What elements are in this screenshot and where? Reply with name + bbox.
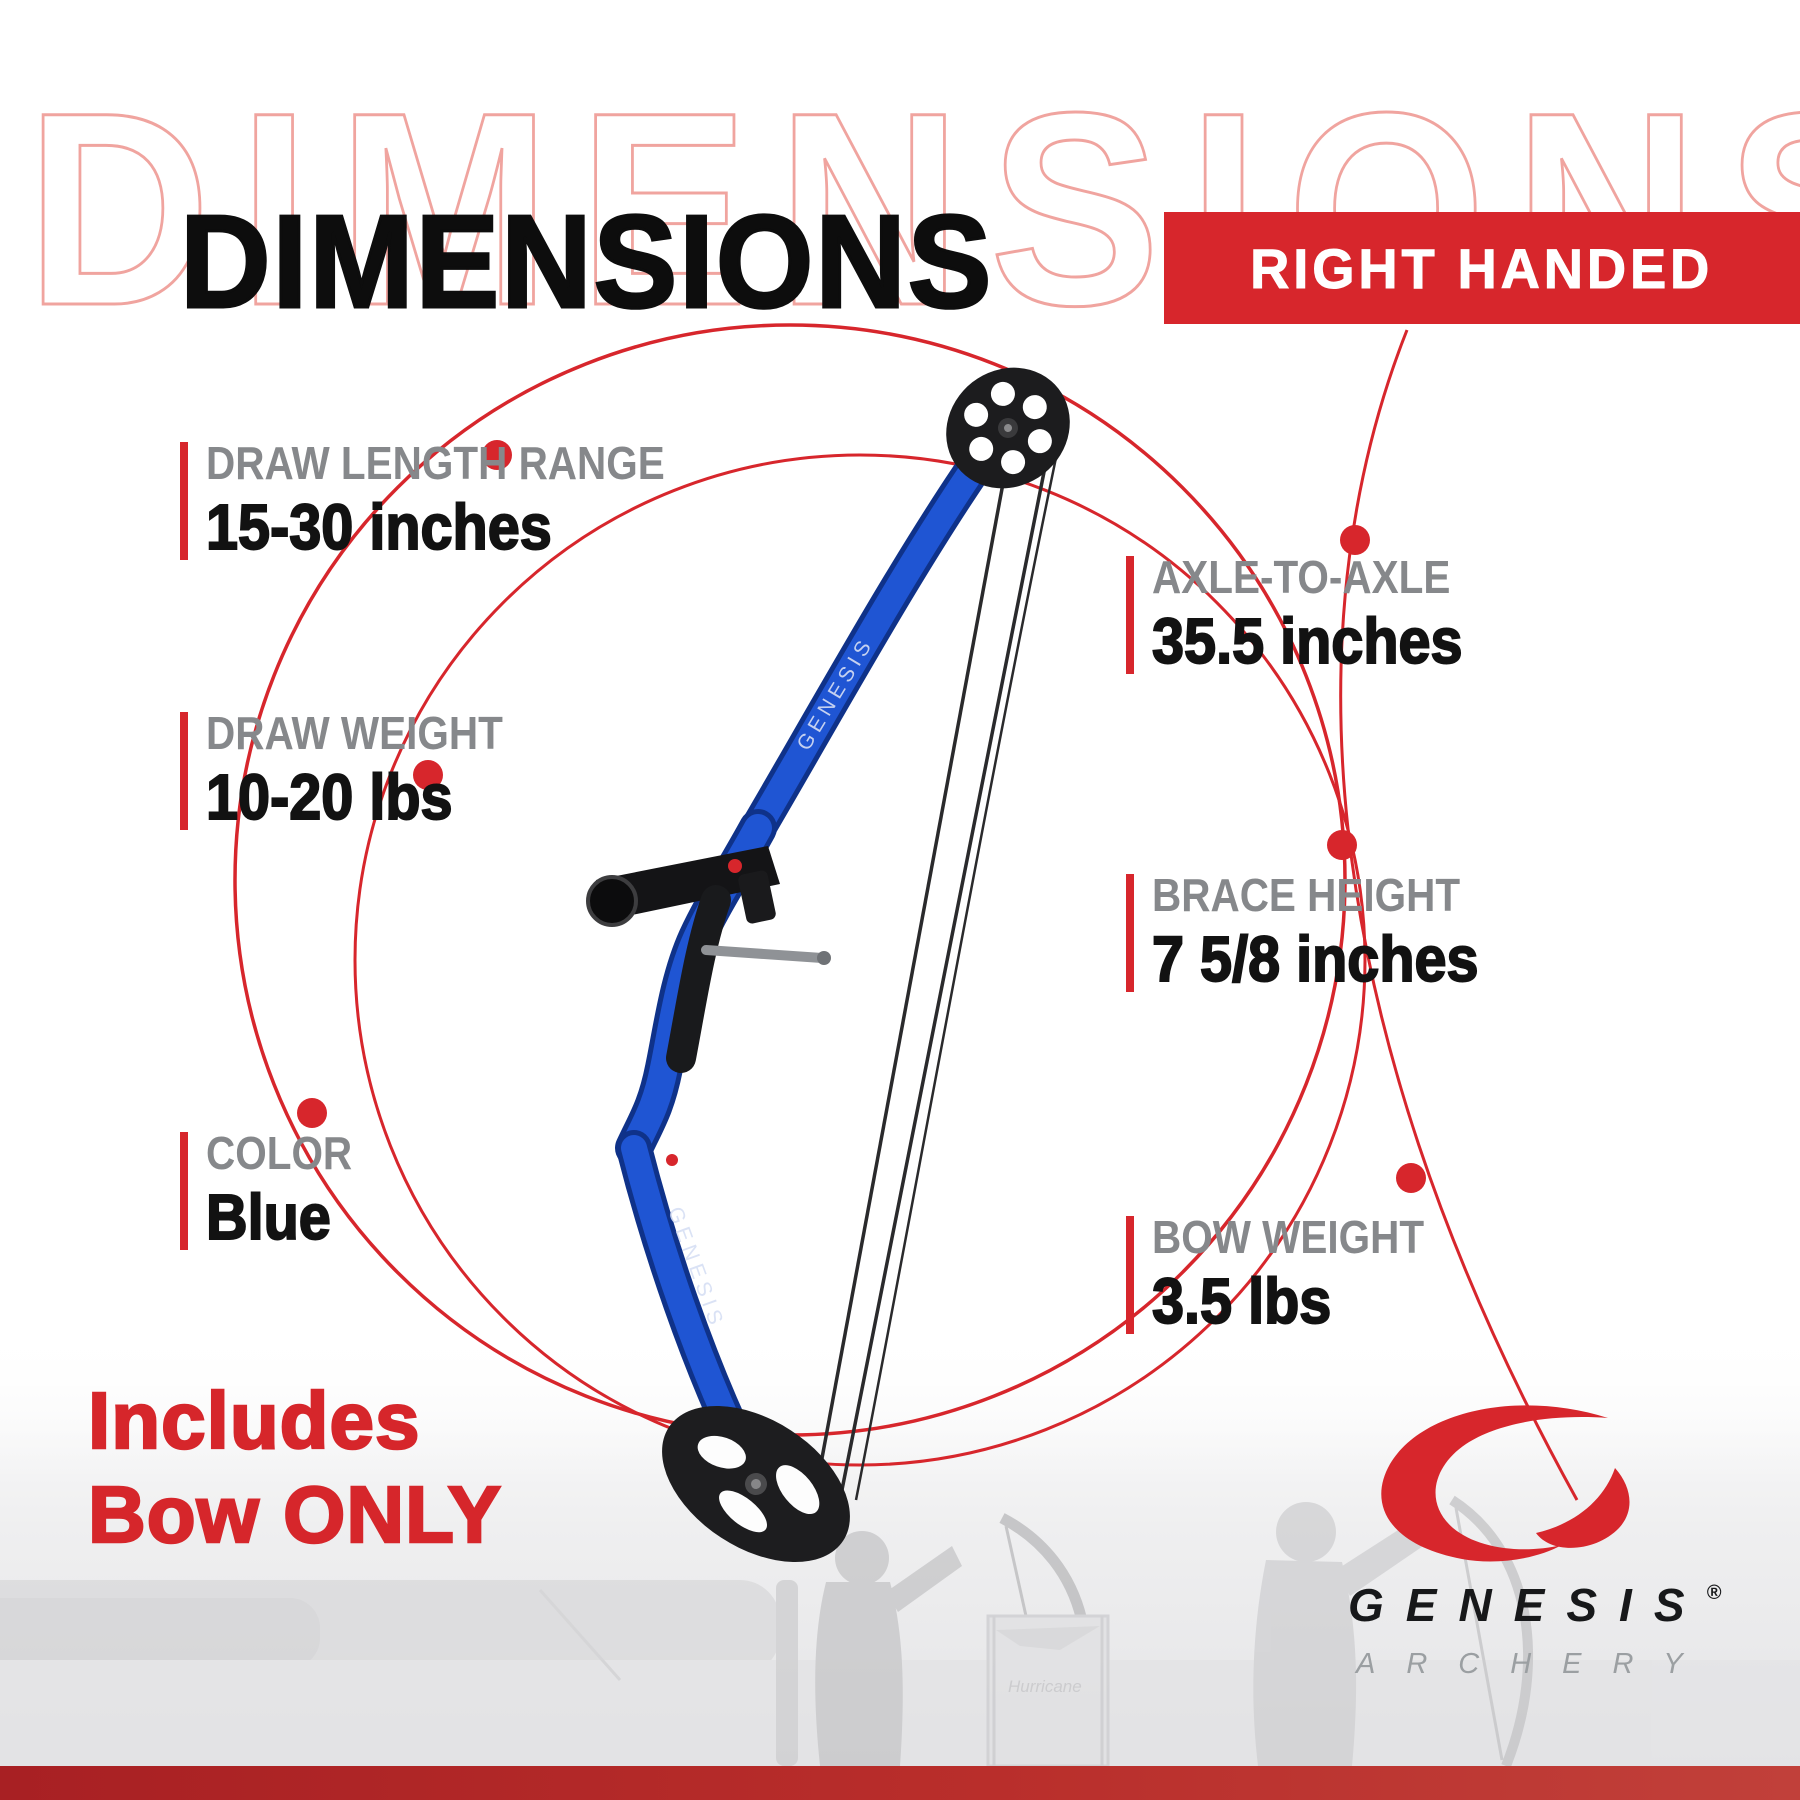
grip: [666, 885, 731, 1073]
spec-value: Blue: [205, 1181, 332, 1254]
genesis-g-icon: [1381, 1405, 1630, 1562]
treeline-dark: [0, 1598, 320, 1668]
bottom-red-band: [0, 1766, 1800, 1800]
brand-name: GENESIS®: [1348, 1579, 1722, 1631]
spec-dot-brace: [1327, 830, 1357, 860]
spec-accent-bar: [180, 1132, 188, 1250]
background-photo-art: Hurricane: [0, 1495, 1800, 1766]
spec-value: 15-30 inches: [205, 491, 553, 564]
spec-dot-color: [297, 1098, 327, 1128]
includes-note: Includes Bow ONLY: [87, 1374, 502, 1563]
spec-label: DRAW LENGTH RANGE: [206, 437, 665, 489]
upper-limb-shadow: [740, 424, 1010, 846]
rod-tip: [817, 951, 831, 965]
spec-dot-bow-weight: [1396, 1163, 1426, 1193]
handedness-badge: RIGHT HANDED: [1164, 212, 1800, 324]
arrow-rest: [586, 846, 780, 927]
riser: [620, 814, 772, 1162]
brand-division: ARCHERY: [1356, 1648, 1714, 1680]
spec-accent-bar: [180, 442, 188, 560]
upper-limb-text: GENESIS: [793, 633, 879, 755]
spec-accent-bar: [1126, 874, 1134, 992]
spec-label: BRACE HEIGHT: [1152, 869, 1461, 921]
spec-label: DRAW WEIGHT: [206, 707, 503, 759]
top-cam: [946, 367, 1070, 489]
target-bag: Hurricane: [986, 1614, 1110, 1766]
spec-value: 3.5 lbs: [1151, 1265, 1332, 1338]
spec-accent-bar: [1126, 1216, 1134, 1334]
arrow-rod: [701, 945, 827, 963]
spec-label: COLOR: [206, 1127, 353, 1179]
includes-note-line2: Bow ONLY: [87, 1469, 502, 1561]
page-title: DIMENSIONS: [179, 188, 994, 335]
spec-value: 10-20 lbs: [205, 761, 453, 834]
handedness-badge-label: RIGHT HANDED: [1250, 236, 1714, 300]
includes-note-line1: Includes: [87, 1375, 421, 1467]
spec-label: AXLE-TO-AXLE: [1152, 551, 1451, 603]
lower-limb-text: GENESIS: [663, 1204, 729, 1332]
spec-value: 7 5/8 inches: [1151, 923, 1479, 996]
registered-mark: ®: [1706, 1582, 1722, 1604]
upper-limb: [745, 429, 1005, 841]
riser-accent: [666, 1154, 678, 1166]
spec-accent-bar: [1126, 556, 1134, 674]
target-label: Hurricane: [1008, 1677, 1082, 1696]
spec-label: BOW WEIGHT: [1152, 1211, 1425, 1263]
stray-arrow: [538, 1589, 622, 1681]
spec-value: 35.5 inches: [1151, 605, 1463, 678]
spec-accent-bar: [180, 712, 188, 830]
archer-silhouette-2: [1253, 1502, 1432, 1766]
archer-silhouette-1: [776, 1531, 962, 1766]
riser-shadow: [615, 809, 777, 1167]
